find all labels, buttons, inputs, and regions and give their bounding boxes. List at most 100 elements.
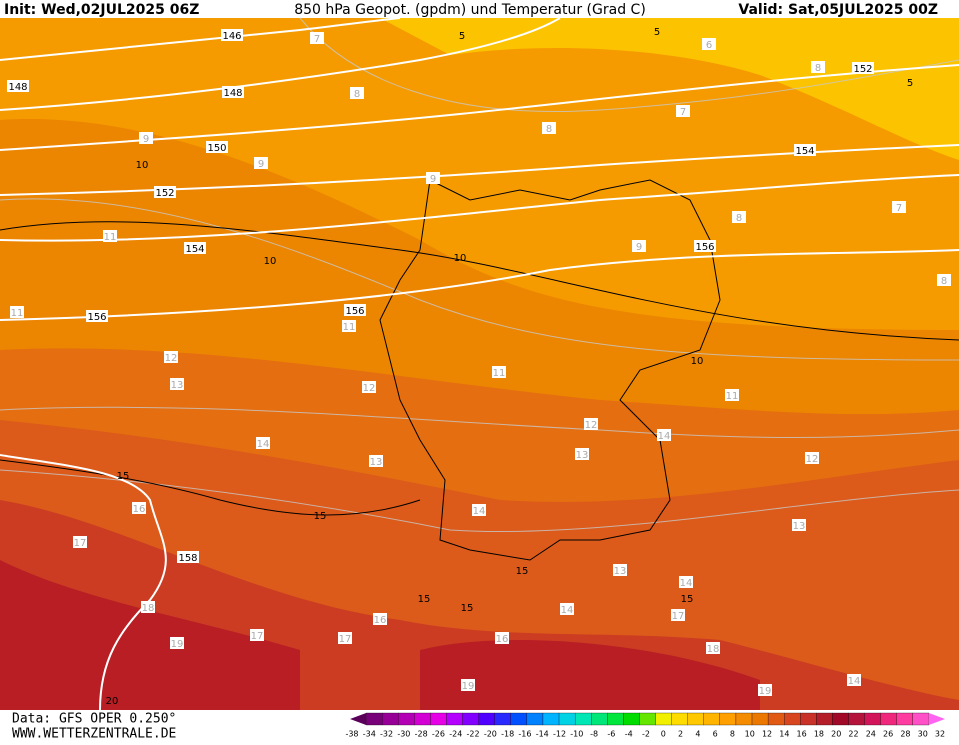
temperature-minor-label: 17 [251,631,264,642]
colorbar-swatch [751,712,769,726]
temperature-minor-label: 13 [793,521,806,532]
colorbar-swatch [719,712,737,726]
geopotential-label: 152 [853,64,872,75]
temperature-minor-label: 7 [314,34,320,45]
colorbar-label: 4 [695,730,700,739]
geopotential-label: 156 [345,306,364,317]
colorbar-swatch [896,712,913,726]
temperature-minor-label: 8 [941,276,947,287]
init-time: Init: Wed,02JUL2025 06Z [4,2,199,18]
temperature-minor-label: 19 [462,681,475,692]
colorbar-label: -38 [345,730,358,739]
label-box [132,502,146,514]
colorbar-swatch [365,712,383,726]
label-box [495,632,509,644]
colorbar-swatch [382,712,399,726]
temperature-major-label: 20 [106,696,119,707]
label-box [694,240,716,252]
label-box [706,642,720,654]
temperature-minor-label: 8 [354,89,360,100]
temperature-minor-label: 19 [171,639,184,650]
temperature-minor-label: 14 [257,439,270,450]
colorbar-label: 26 [883,730,893,739]
label-box [141,601,155,613]
temperature-minor-label: 16 [374,615,387,626]
colorbar-swatch [703,712,721,726]
label-box [584,418,598,430]
colorbar-swatch [510,712,528,726]
label-box [679,576,693,588]
label-box [342,320,356,332]
label-box [937,274,951,286]
colorbar-swatch [462,712,479,726]
label-box [560,603,574,615]
temperature-minor-label: 12 [165,353,178,364]
label-box [542,122,556,134]
geopotential-label: 148 [8,82,27,93]
colorbar-label: 6 [713,730,718,739]
colorbar-swatch [655,712,672,726]
valid-time: Valid: Sat,05JUL2025 00Z [738,2,938,18]
label-box [221,29,243,41]
label-box [632,240,646,252]
border [379,179,721,561]
label-box [671,609,685,621]
temperature-minor-label: 13 [614,566,627,577]
colorbar-label: 14 [779,730,789,739]
isotherm [299,17,959,113]
temperature-minor-label: 17 [339,634,352,645]
temperature-minor-label: 11 [11,308,24,319]
temperature-minor-label: 19 [759,686,772,697]
temperature-minor-label: 18 [142,603,155,614]
colorbar-swatch [735,712,753,726]
label-box [613,564,627,576]
label-box [758,684,772,696]
colorbar-swatch [398,712,415,726]
label-box [426,172,440,184]
colorbar-label: -2 [642,730,650,739]
temperature-minor-label: 8 [546,124,552,135]
colorbar-label: -28 [415,730,428,739]
data-source: Data: GFS OPER 0.250° [12,712,176,727]
label-box [256,437,270,449]
label-box [344,304,366,316]
colorbar-label: 8 [730,730,735,739]
temperature-minor-label: 6 [706,40,712,51]
label-box [338,632,352,644]
colorbar-swatch [574,712,592,726]
label-box [154,186,176,198]
label-box [310,32,324,44]
temperature-major-label: 10 [264,256,277,267]
colorbar-label: 28 [900,730,910,739]
colorbar-label: -14 [536,730,549,739]
colorbar-label: 22 [848,730,858,739]
label-box [350,87,364,99]
isohypse [0,17,561,111]
colorbar-swatch [784,712,801,726]
temperature-minor-label: 16 [496,634,509,645]
geopotential-label: 154 [185,244,204,255]
label-box [222,86,244,98]
colorbar-swatch [526,712,544,726]
temperature-minor-label: 8 [815,63,821,74]
label-box [73,536,87,548]
colorbar-swatch [591,712,608,726]
temperature-minor-label: 7 [680,107,686,118]
label-box [676,105,690,117]
borders [0,179,959,561]
temperature-major-label: 5 [459,31,465,42]
temperature-major-label: 15 [117,471,130,482]
field [380,18,959,160]
label-box [725,389,739,401]
colorbar-arrow [350,713,367,725]
temperature-minor-label: 11 [493,368,506,379]
colorbar-label: 16 [797,730,807,739]
colorbar-label: -8 [590,730,598,739]
colorbar-swatch [446,712,463,726]
geopotential-label: 152 [155,188,174,199]
colorbar-swatch [542,712,560,726]
label-box [86,310,108,322]
colorbar-label: -30 [397,730,410,739]
colorbar-swatch [414,712,431,726]
